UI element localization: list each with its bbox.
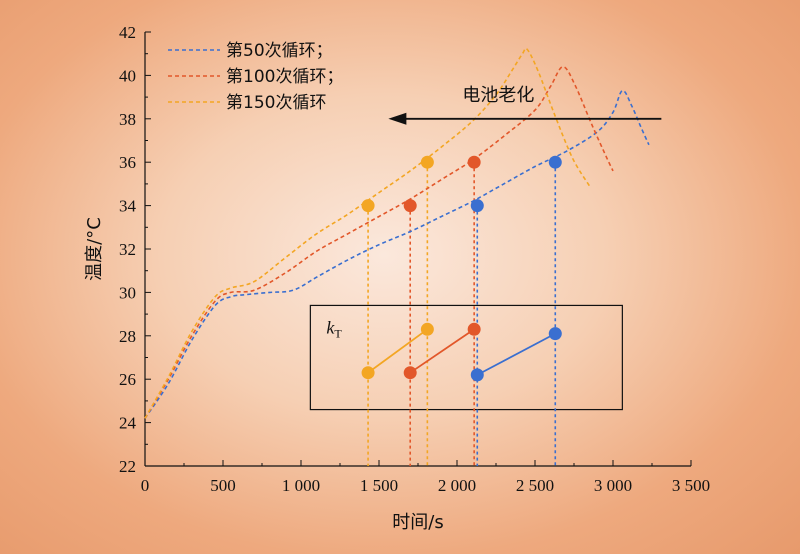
y-tick-label: 36: [119, 153, 136, 172]
kt-point: [548, 327, 562, 341]
y-tick-label: 28: [119, 327, 136, 346]
kt-point: [467, 322, 481, 336]
y-tick-label: 32: [119, 240, 136, 259]
series-lines: [144, 47, 650, 419]
series-line-0: [144, 89, 650, 419]
kt-segment: [476, 332, 556, 376]
marker-point: [361, 199, 375, 213]
aging-arrow-head: [388, 112, 407, 125]
y-tick-label: 30: [119, 283, 136, 302]
kt-point: [470, 368, 484, 382]
y-axis-title: 温度/°C: [84, 217, 105, 281]
series-line-2: [144, 47, 591, 419]
aging-label: 电池老化: [462, 85, 534, 106]
legend-label-1: 第100次循环；: [226, 67, 343, 87]
x-tick-label: 0: [141, 476, 150, 495]
x-tick-label: 2 000: [438, 476, 476, 495]
y-tick-label: 24: [119, 414, 137, 433]
kt-point: [361, 366, 375, 380]
x-tick-label: 3 500: [672, 476, 710, 495]
inset-box: [309, 304, 623, 411]
y-tick-label: 22: [119, 457, 136, 476]
kt-label: kT: [326, 317, 342, 340]
marker-point: [403, 199, 417, 213]
kt-subscript: T: [334, 326, 342, 340]
y-tick-label: 42: [119, 23, 136, 42]
axes-layer: 0 500 1 000 1 500 2 000 2 500 3 000 3 500 22 24 26…: [84, 23, 710, 533]
x-axis-title: 时间/s: [392, 512, 443, 533]
legend-label-2: 第150次循环: [226, 93, 326, 113]
legend-label-0: 第50次循环；: [226, 41, 333, 61]
y-tick-label: 40: [119, 66, 136, 85]
y-tick-label: 38: [119, 110, 136, 129]
marker-point: [420, 155, 434, 169]
marker-point: [470, 199, 484, 213]
marker-point: [467, 155, 481, 169]
x-tick-label: 1 500: [360, 476, 398, 495]
y-tick-label: 26: [119, 370, 136, 389]
data-markers: [361, 155, 562, 213]
kt-segment: [367, 328, 428, 374]
legend: 第50次循环； 第100次循环； 第150次循环: [168, 41, 343, 113]
kt-point: [403, 366, 417, 380]
kt-main: k: [326, 317, 335, 337]
x-tick-label: 3 000: [594, 476, 632, 495]
kt-inset: kT: [309, 162, 623, 466]
x-tick-label: 500: [210, 476, 236, 495]
x-tick-label: 2 500: [516, 476, 554, 495]
annotations: 电池老化: [388, 85, 662, 125]
kt-point: [420, 322, 434, 336]
y-tick-label: 34: [119, 197, 137, 216]
kt-segment: [409, 328, 475, 374]
marker-point: [548, 155, 562, 169]
x-tick-label: 1 000: [282, 476, 320, 495]
